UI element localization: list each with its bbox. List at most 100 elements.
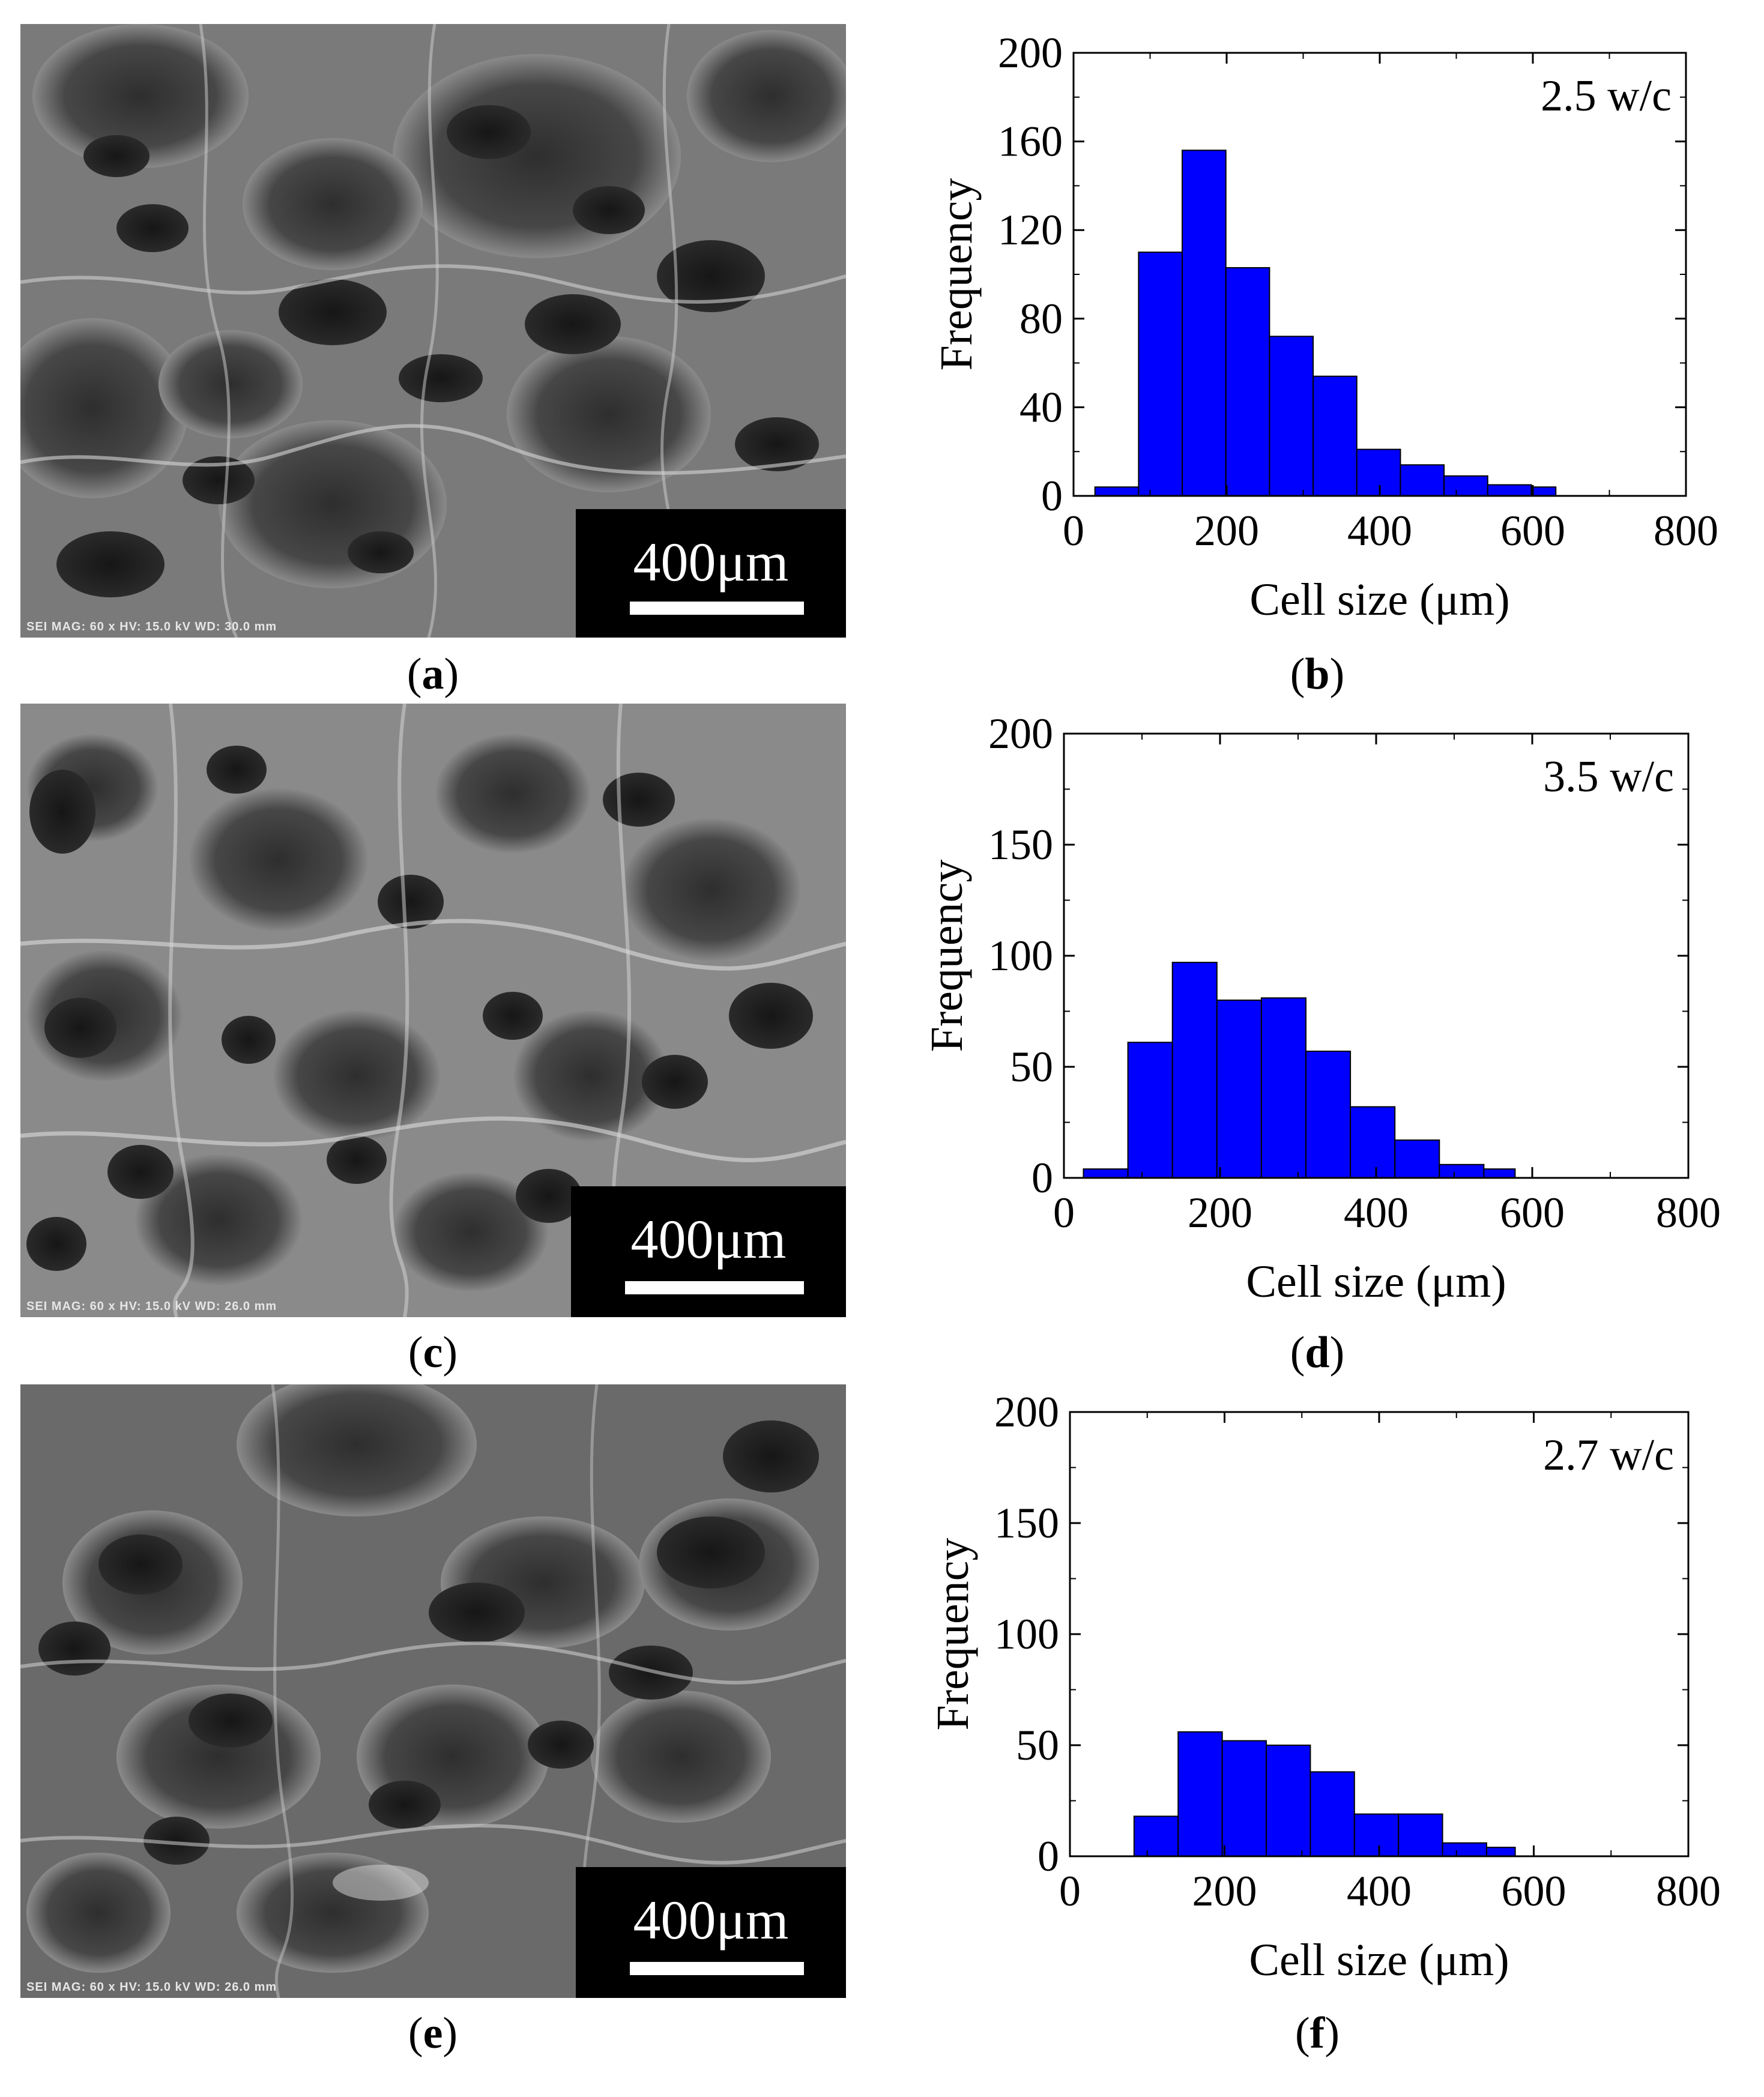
panel-label-e: (e) bbox=[408, 2009, 458, 2058]
histogram-d: 0 200 400 600 800 0 50 100 150 200 3.5 w/c Cell siz… bbox=[922, 710, 1721, 1307]
histogram-bar bbox=[1171, 962, 1218, 1178]
panel-label-a: (a) bbox=[406, 650, 459, 699]
histogram-bar bbox=[1177, 1731, 1223, 1857]
y-tick-label: 50 bbox=[1016, 1721, 1059, 1769]
histogram-bar bbox=[1216, 1000, 1262, 1178]
histogram-bar bbox=[1260, 997, 1306, 1179]
histogram-bar bbox=[1439, 1163, 1485, 1179]
panel-label-c: (c) bbox=[408, 1328, 458, 1377]
histogram-b: 0 200 400 600 800 0 40 80 120 160 200 2.5 w/c Cell s… bbox=[931, 29, 1718, 625]
panel-letter: d bbox=[1305, 1328, 1330, 1377]
histogram-bar bbox=[1485, 1847, 1516, 1857]
y-tick-label: 200 bbox=[994, 1388, 1059, 1436]
histogram-bar bbox=[1398, 1813, 1443, 1857]
x-tick-label: 200 bbox=[1188, 1189, 1252, 1237]
sample-annotation: 2.7 w/c bbox=[1543, 1431, 1674, 1480]
histogram-bar bbox=[1400, 464, 1445, 497]
x-tick-label: 0 bbox=[1063, 507, 1084, 555]
sem-image-c: 400μm SEI MAG: 60 x HV: 15.0 kV WD: 26.0… bbox=[20, 704, 846, 1317]
scale-bar-box: 400μm bbox=[571, 1186, 846, 1317]
scale-bar-label: 400μm bbox=[633, 531, 789, 593]
x-axis-label: Cell size (μm) bbox=[1249, 1935, 1509, 1985]
panel-label-f: (f) bbox=[1295, 2009, 1340, 2058]
y-tick-label: 40 bbox=[1019, 383, 1063, 431]
y-tick-label: 160 bbox=[998, 118, 1063, 166]
sem-image-e: 400μm SEI MAG: 60 x HV: 15.0 kV WD: 26.0… bbox=[20, 1384, 846, 1998]
scale-bar-box: 400μm bbox=[576, 509, 846, 638]
x-tick-label: 400 bbox=[1347, 507, 1412, 555]
y-tick-label: 100 bbox=[988, 932, 1053, 980]
y-axis-label: Frequency bbox=[928, 1538, 978, 1731]
y-tick-label: 100 bbox=[994, 1610, 1059, 1658]
histogram-bar bbox=[1353, 1813, 1400, 1857]
x-tick-label: 800 bbox=[1656, 1189, 1721, 1237]
x-tick-label: 600 bbox=[1500, 1189, 1565, 1237]
histogram-bar bbox=[1487, 484, 1532, 496]
y-tick-label: 0 bbox=[1041, 472, 1063, 520]
sample-annotation: 2.5 w/c bbox=[1541, 71, 1672, 121]
histogram-bar bbox=[1138, 252, 1183, 496]
scale-bar-label: 400μm bbox=[633, 1889, 789, 1951]
panel-label-d: (d) bbox=[1290, 1328, 1345, 1377]
sem-texture bbox=[20, 24, 846, 638]
histogram-bar bbox=[1269, 336, 1314, 496]
x-tick-label: 600 bbox=[1502, 1867, 1566, 1915]
histogram-bar bbox=[1442, 1842, 1487, 1857]
sem-info-text: SEI MAG: 60 x HV: 15.0 kV WD: 26.0 mm bbox=[26, 1981, 277, 1994]
histogram-bar bbox=[1305, 1051, 1352, 1178]
plot-frame bbox=[1072, 52, 1687, 497]
x-tick-label: 0 bbox=[1053, 1189, 1075, 1237]
sample-annotation: 3.5 w/c bbox=[1543, 752, 1674, 801]
histogram-bar bbox=[1266, 1745, 1311, 1857]
scale-bar-label: 400μm bbox=[630, 1208, 787, 1270]
x-tick-label: 0 bbox=[1059, 1867, 1081, 1915]
y-tick-label: 0 bbox=[1032, 1154, 1053, 1202]
scale-bar bbox=[625, 1281, 804, 1294]
x-tick-label: 800 bbox=[1654, 507, 1718, 555]
y-tick-label: 0 bbox=[1038, 1832, 1059, 1880]
panel-letter: c bbox=[423, 1328, 443, 1377]
sem-info-text: SEI MAG: 60 x HV: 15.0 kV WD: 26.0 mm bbox=[26, 1300, 277, 1313]
x-axis-label: Cell size (μm) bbox=[1249, 575, 1509, 625]
histogram-bar bbox=[1127, 1042, 1173, 1179]
x-axis-label: Cell size (μm) bbox=[1246, 1257, 1506, 1307]
panel-label-b: (b) bbox=[1290, 650, 1345, 699]
histogram-bar bbox=[1443, 475, 1488, 496]
histogram-bar bbox=[1350, 1106, 1396, 1178]
histogram-bar bbox=[1083, 1168, 1129, 1178]
histogram-bar bbox=[1483, 1168, 1516, 1178]
panel-letter: f bbox=[1309, 2009, 1325, 2058]
histogram-bar bbox=[1182, 149, 1227, 497]
histogram-bar bbox=[1356, 448, 1401, 497]
scale-bar bbox=[630, 602, 804, 615]
sem-texture bbox=[20, 704, 846, 1317]
histogram-bar bbox=[1133, 1815, 1179, 1857]
x-tick-label: 400 bbox=[1347, 1867, 1412, 1915]
sem-info-text: SEI MAG: 60 x HV: 15.0 kV WD: 30.0 mm bbox=[26, 620, 277, 633]
histogram-bar bbox=[1225, 267, 1270, 496]
y-axis-label: Frequency bbox=[922, 860, 972, 1052]
histogram-bar bbox=[1221, 1740, 1267, 1857]
histogram-bar bbox=[1394, 1139, 1440, 1178]
y-tick-label: 200 bbox=[998, 29, 1063, 77]
panel-letter: e bbox=[423, 2009, 443, 2058]
y-tick-label: 80 bbox=[1019, 295, 1063, 343]
x-tick-label: 600 bbox=[1500, 507, 1565, 555]
y-tick-label: 120 bbox=[998, 206, 1063, 254]
scale-bar bbox=[630, 1962, 804, 1975]
histogram-bar bbox=[1094, 486, 1140, 496]
histogram-bar bbox=[1530, 486, 1557, 496]
sem-image-a: 400μm SEI MAG: 60 x HV: 15.0 kV WD: 30.0… bbox=[20, 24, 846, 638]
panel-letter: b bbox=[1305, 650, 1330, 699]
y-tick-label: 150 bbox=[994, 1499, 1059, 1547]
histogram-f: 0 200 400 600 800 0 50 100 150 200 2.7 w/c Cell siz… bbox=[928, 1388, 1721, 1985]
y-axis-label: Frequency bbox=[931, 178, 982, 371]
plot-frame bbox=[1063, 732, 1690, 1179]
x-tick-label: 400 bbox=[1344, 1189, 1409, 1237]
x-tick-label: 200 bbox=[1192, 1867, 1257, 1915]
histogram-bar bbox=[1312, 375, 1358, 496]
histogram-bar bbox=[1309, 1771, 1355, 1857]
scale-bar-box: 400μm bbox=[576, 1867, 846, 1998]
y-tick-label: 200 bbox=[988, 710, 1053, 758]
x-tick-label: 800 bbox=[1656, 1867, 1721, 1915]
